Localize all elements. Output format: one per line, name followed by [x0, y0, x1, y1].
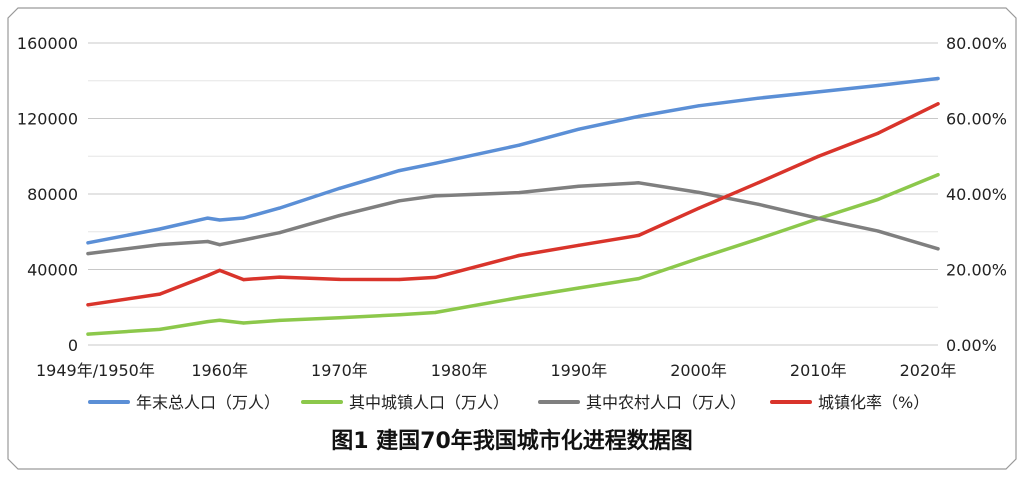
- y-axis-right: 0.00% 20.00% 40.00% 60.00% 80.00%: [946, 34, 1007, 355]
- data-point: [517, 296, 521, 300]
- data-point: [756, 202, 761, 206]
- data-point: [697, 206, 701, 210]
- legend-label: 其中农村人口（万人）: [586, 393, 746, 412]
- chart-frame: [7, 7, 1017, 470]
- data-point: [433, 310, 437, 315]
- data-point: [697, 104, 701, 108]
- data-point: [433, 275, 437, 279]
- data-point: [936, 76, 940, 81]
- data-point: [433, 161, 437, 165]
- legend-label: 其中城镇人口（万人）: [349, 393, 509, 412]
- data-point: [277, 318, 282, 322]
- data-point: [277, 231, 282, 235]
- y-right-tick-label: 80.00%: [946, 34, 1007, 53]
- data-point: [397, 169, 401, 173]
- data-point: [876, 131, 880, 135]
- data-point: [697, 256, 701, 260]
- legend: 年末总人口（万人） 其中城镇人口（万人） 其中农村人口（万人） 城镇化率（%）: [88, 393, 929, 412]
- x-tick-label: 1980年: [431, 361, 488, 380]
- data-point: [876, 229, 880, 233]
- y-axis-left: 0 40000 80000 120000 160000: [17, 34, 78, 355]
- data-point: [206, 216, 210, 220]
- data-point: [816, 216, 820, 220]
- y-left-tick-label: 0: [68, 336, 78, 355]
- x-tick-label: 1960年: [191, 361, 248, 380]
- data-point: [242, 216, 246, 220]
- data-point: [86, 241, 90, 245]
- x-tick-label: 1949年/1950年: [36, 361, 155, 380]
- grid: [88, 42, 938, 346]
- data-point: [577, 127, 581, 131]
- data-point: [756, 96, 761, 100]
- data-point: [517, 191, 521, 195]
- data-point: [397, 199, 401, 203]
- data-point: [876, 83, 880, 88]
- data-point: [218, 218, 222, 222]
- data-point: [756, 237, 761, 241]
- data-point: [218, 243, 222, 247]
- data-point: [86, 303, 90, 307]
- data-point: [816, 90, 820, 94]
- data-point: [756, 181, 761, 185]
- data-point: [337, 316, 341, 320]
- data-point: [816, 154, 820, 158]
- data-point: [337, 277, 341, 281]
- data-point: [577, 184, 581, 188]
- y-right-tick-label: 0.00%: [946, 336, 997, 355]
- chart-title: 图1 建国70年我国城市化进程数据图: [331, 428, 693, 454]
- data-point: [158, 292, 162, 296]
- x-tick-label: 1970年: [311, 361, 368, 380]
- y-left-tick-label: 120000: [17, 110, 78, 129]
- data-point: [218, 318, 222, 322]
- data-point: [397, 313, 401, 317]
- data-point: [577, 243, 581, 247]
- data-point: [86, 332, 90, 336]
- data-point: [637, 181, 641, 185]
- x-axis: 1949年/1950年 1960年 1970年 1980年 1990年 2000年 2010…: [36, 361, 956, 380]
- data-point: [936, 247, 940, 251]
- data-point: [697, 190, 701, 194]
- x-tick-label: 2020年: [900, 361, 957, 380]
- data-point: [876, 197, 880, 201]
- data-point: [206, 239, 210, 244]
- data-point: [218, 268, 222, 272]
- x-tick-label: 2010年: [790, 361, 847, 380]
- data-point: [637, 114, 641, 118]
- y-right-tick-label: 20.00%: [946, 261, 1007, 280]
- data-point: [242, 238, 246, 242]
- data-point: [936, 102, 940, 106]
- data-point: [206, 273, 210, 278]
- data-point: [517, 143, 521, 147]
- data-point: [158, 327, 162, 331]
- data-point: [637, 277, 641, 281]
- y-left-tick-label: 80000: [27, 185, 78, 204]
- data-point: [158, 227, 162, 231]
- y-left-tick-label: 160000: [17, 34, 78, 53]
- y-right-tick-label: 60.00%: [946, 110, 1007, 129]
- data-point: [337, 214, 341, 218]
- data-point: [433, 194, 437, 198]
- series-group: [86, 76, 940, 336]
- data-point: [277, 275, 282, 279]
- data-point: [936, 173, 940, 177]
- data-point: [637, 233, 641, 237]
- data-point: [242, 321, 246, 325]
- y-left-tick-label: 40000: [27, 261, 78, 280]
- x-tick-label: 1990年: [550, 361, 607, 380]
- data-point: [206, 320, 210, 324]
- data-point: [277, 206, 282, 210]
- data-point: [337, 186, 341, 190]
- data-point: [517, 253, 521, 258]
- x-tick-label: 2000年: [670, 361, 727, 380]
- data-point: [86, 252, 90, 256]
- data-point: [158, 243, 162, 247]
- data-point: [397, 277, 401, 282]
- legend-label: 年末总人口（万人）: [136, 393, 280, 412]
- data-point: [242, 278, 246, 282]
- legend-label: 城镇化率（%）: [818, 393, 929, 412]
- data-point: [577, 286, 581, 290]
- y-right-tick-label: 40.00%: [946, 185, 1007, 204]
